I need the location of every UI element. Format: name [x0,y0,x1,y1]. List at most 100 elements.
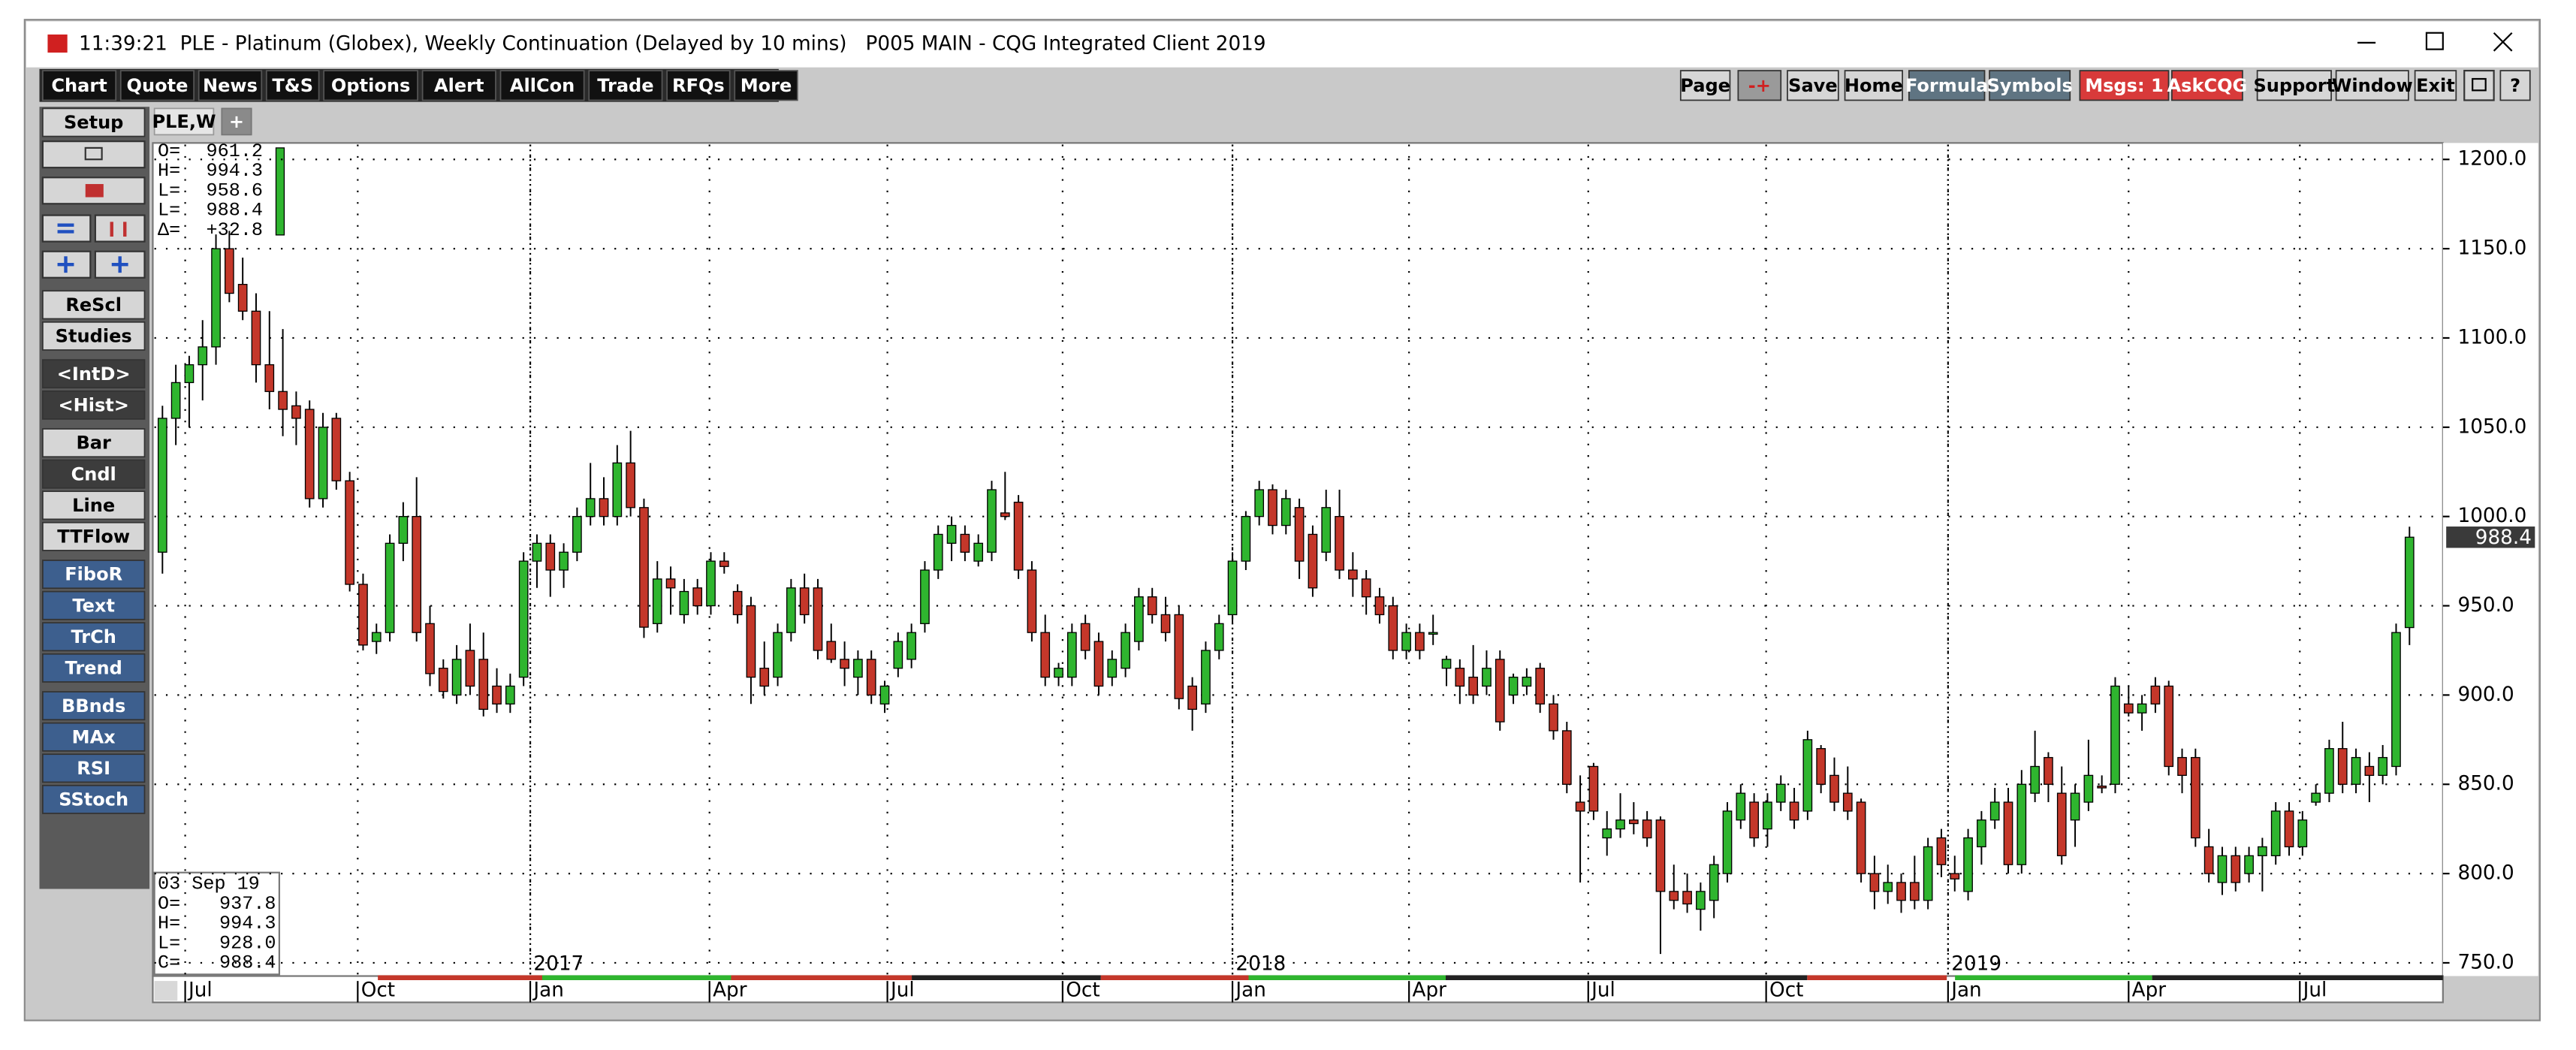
button-label[interactable]: Save [1788,75,1838,96]
window-button[interactable] [2463,69,2495,101]
button-label[interactable]: Window [2332,75,2413,96]
button[interactable] [119,70,195,101]
button[interactable] [42,321,146,351]
candle-body [612,462,623,517]
button-label[interactable]: T&S [272,75,313,96]
button-label[interactable]: Cndl [71,463,116,484]
button-label[interactable]: Studies [56,325,132,346]
button[interactable] [42,590,146,620]
button[interactable] [42,490,146,520]
price-axis [2442,143,2538,976]
button[interactable] [2414,70,2457,101]
candle-body [920,569,930,624]
button-label[interactable]: AllCon [510,75,575,96]
candle-body [1348,569,1358,580]
button[interactable] [2171,70,2243,101]
button[interactable] [198,70,263,101]
button[interactable] [499,70,585,101]
button[interactable] [42,290,146,320]
button-label[interactable]: Trend [65,657,122,678]
button[interactable] [1787,70,1839,101]
button-label[interactable]: FiboR [65,564,122,585]
button[interactable] [588,70,663,101]
button-label[interactable]: Bar [76,433,111,454]
button-label[interactable]: AskCQG [2167,75,2248,96]
button-label[interactable]: Quote [127,75,189,96]
button[interactable] [221,107,252,136]
candle-body [853,659,863,678]
button-label[interactable]: RFQs [672,75,725,96]
icon-button[interactable] [41,250,92,279]
button-label[interactable]: BBnds [62,695,125,717]
icon [85,184,104,198]
button-label[interactable]: Trade [597,75,653,96]
button[interactable] [2499,70,2531,101]
button-label[interactable]: Support [2253,75,2335,96]
icon-button[interactable] [94,214,146,243]
button-label[interactable]: <Hist> [58,394,128,415]
button[interactable] [1737,70,1782,101]
button[interactable] [1989,70,2071,101]
button[interactable] [265,70,320,101]
button[interactable] [323,70,418,101]
button-label[interactable]: RSI [77,758,110,779]
print-button[interactable] [41,140,146,169]
button-label[interactable]: Alert [434,75,484,96]
button-label[interactable]: MAx [72,726,116,747]
button-label[interactable]: Options [331,75,410,96]
button[interactable] [42,390,146,420]
x-tick-label: Apr [1413,979,1447,1002]
button-label[interactable]: + [229,111,244,132]
button-label[interactable]: ? [2510,75,2520,96]
button-label[interactable]: Formula [1905,75,1988,96]
candle-body [1549,703,1558,732]
button-label[interactable]: TrCh [71,626,116,647]
button-label[interactable]: PLE,W [152,111,216,132]
button-label[interactable]: Symbols [1986,75,2072,96]
button[interactable] [42,622,146,652]
button-label[interactable]: Page [1680,75,1730,96]
button[interactable] [42,428,146,458]
candle-body [211,248,221,348]
button-label[interactable]: Home [1845,75,1903,96]
candle-body [1802,739,1813,812]
button[interactable] [1908,70,1986,101]
button[interactable] [42,70,117,101]
button[interactable] [42,521,146,551]
button-label[interactable]: -+ [1748,75,1771,96]
button-label[interactable]: TTFlow [57,526,130,547]
button[interactable] [42,784,146,814]
button-label[interactable]: News [203,75,258,96]
button[interactable] [42,722,146,752]
button[interactable] [2335,70,2409,101]
button-label[interactable]: ReScl [65,294,122,315]
icon-button[interactable] [41,214,92,243]
button[interactable] [42,653,146,683]
button-label[interactable]: <IntD> [57,364,131,385]
button-label[interactable]: SStoch [59,789,128,810]
button-label[interactable]: Line [72,495,115,516]
button[interactable] [153,107,215,136]
button[interactable] [42,753,146,783]
button[interactable] [42,691,146,721]
button[interactable] [42,359,146,389]
button[interactable] [2079,70,2170,101]
close-button[interactable] [2493,32,2513,52]
button[interactable] [666,70,731,101]
button[interactable] [421,70,496,101]
button[interactable] [734,70,798,101]
button-label[interactable]: Chart [51,75,107,96]
button[interactable] [42,107,146,137]
button-label[interactable]: Exit [2416,75,2455,96]
button[interactable] [42,459,146,489]
button[interactable] [1844,70,1903,101]
button[interactable] [42,560,146,590]
axis-corner [154,981,178,1001]
button-label[interactable]: Msgs: 1 [2085,75,2163,96]
button-label[interactable]: Setup [64,112,123,133]
button[interactable] [1679,70,1731,101]
button[interactable] [2256,70,2332,101]
maximize-button[interactable] [2425,32,2444,50]
button-label[interactable]: More [741,75,792,96]
button-label[interactable]: Text [72,595,115,616]
